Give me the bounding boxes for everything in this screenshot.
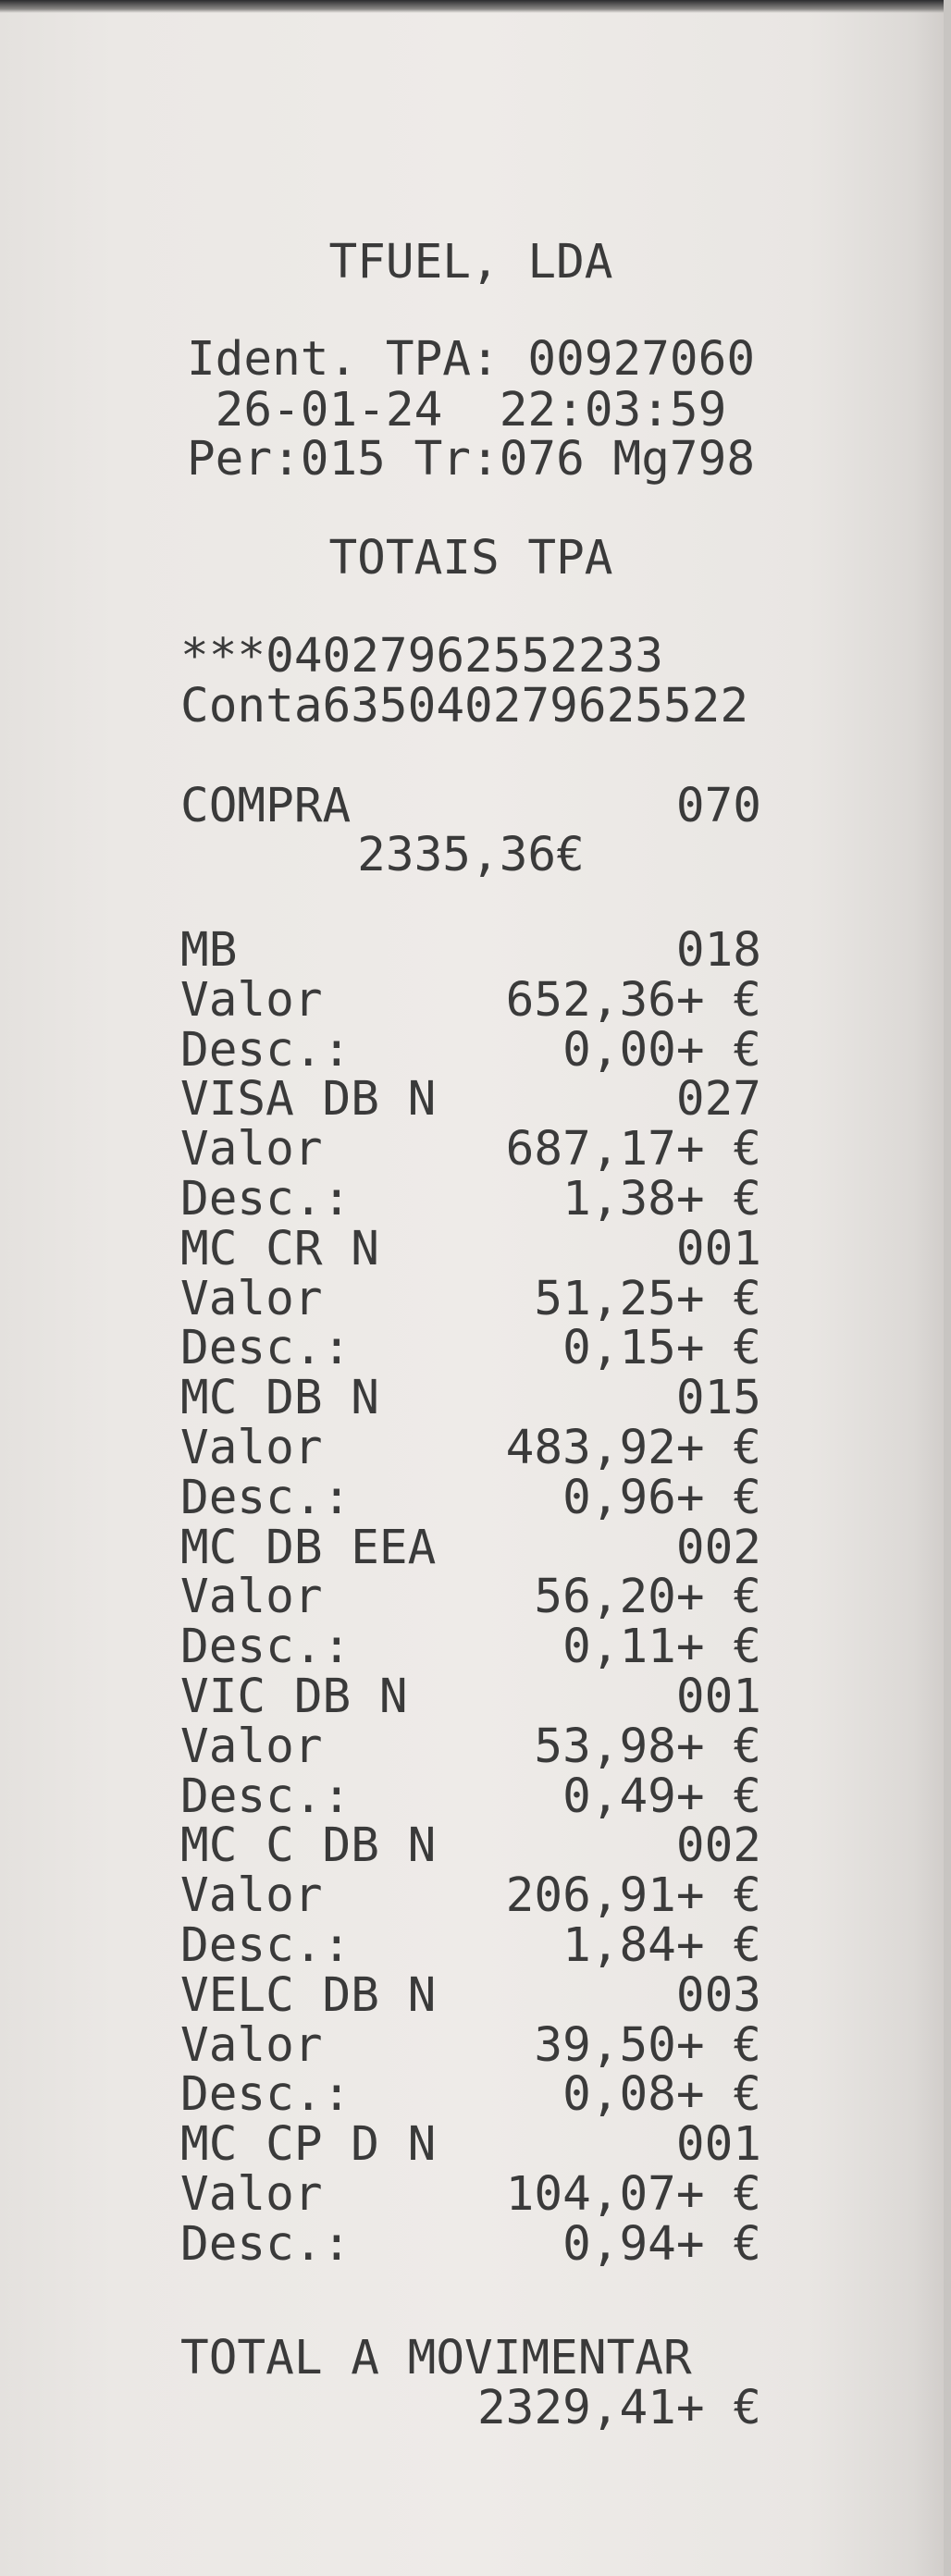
entry-value: 1,84+ € xyxy=(562,1918,761,1973)
entry-label: Valor xyxy=(180,1868,323,1924)
entry-value: 018 xyxy=(675,923,761,978)
account-number: Conta635040279625522 xyxy=(180,679,749,733)
entry-value: 015 xyxy=(675,1371,761,1426)
entry-label: Valor xyxy=(180,1570,323,1625)
entry-label: Desc.: xyxy=(180,1022,352,1078)
entry-value: 206,91+ € xyxy=(505,1868,761,1924)
compra-row: COMPRA 070 xyxy=(180,779,761,833)
entry-valor-row: Valor 51,25+ € xyxy=(180,1271,761,1326)
entry-value: 001 xyxy=(675,1221,761,1276)
entry-valor-row: Valor 56,20+ € xyxy=(180,1572,761,1622)
entry-valor-row: Valor 687,17+ € xyxy=(180,1125,761,1175)
paper-top-edge xyxy=(0,0,951,13)
entry-valor-row: Valor 652,36+ € xyxy=(180,972,761,1028)
compra-amount: 2335,36€ xyxy=(357,828,585,882)
entry-label: Valor xyxy=(180,2167,323,2222)
entry-label: Valor xyxy=(180,1271,323,1326)
entry-value: 0,49+ € xyxy=(562,1769,761,1824)
entry-desc-row: Desc.: 1,84+ € xyxy=(180,1921,761,1971)
entry-value: 0,15+ € xyxy=(562,1321,761,1376)
entry-label: Desc.: xyxy=(180,1620,352,1675)
period-info: Per:015 Tr:076 Mg798 xyxy=(186,432,756,487)
entry-valor-row: Valor 53,98+ € xyxy=(180,1719,761,1774)
entry-label: VISA DB N xyxy=(180,1072,437,1128)
entry-label: MC CP D N xyxy=(180,2117,437,2173)
entry-value: 0,96+ € xyxy=(562,1470,761,1525)
entry-desc-row: Desc.: 0,11+ € xyxy=(180,1622,761,1672)
entry-card-row: MC CR N 001 xyxy=(180,1221,761,1276)
entry-desc-row: Desc.: 0,08+ € xyxy=(180,2070,761,2120)
entry-value: 53,98+ € xyxy=(534,1719,761,1774)
entry-card-row: MC DB EEA 002 xyxy=(180,1520,761,1575)
entry-value: 001 xyxy=(675,1670,761,1724)
entry-desc-row: Desc.: 0,15+ € xyxy=(180,1324,761,1374)
entry-value: 003 xyxy=(675,1967,761,2023)
entry-valor-row: Valor 206,91+ € xyxy=(180,1871,761,1921)
entry-card-row: VELC DB N 003 xyxy=(180,1967,761,2023)
entry-value: 0,11+ € xyxy=(562,1620,761,1675)
entry-label: Valor xyxy=(180,972,323,1028)
entry-desc-row: Desc.: 0,94+ € xyxy=(180,2216,761,2272)
entry-label: Desc.: xyxy=(180,1172,352,1226)
entry-label: MC DB N xyxy=(180,1371,379,1426)
entry-value: 51,25+ € xyxy=(534,1271,761,1326)
entry-label: Desc.: xyxy=(180,1321,352,1376)
entry-card-row: MB 018 xyxy=(180,926,761,976)
entry-value: 39,50+ € xyxy=(534,2017,761,2073)
entry-label: Desc.: xyxy=(180,1470,352,1525)
entry-value: 56,20+ € xyxy=(534,1570,761,1625)
entry-value: 483,92+ € xyxy=(505,1421,761,1475)
entry-value: 002 xyxy=(675,1520,761,1575)
date-time: 26-01-24 22:03:59 xyxy=(215,383,727,438)
entry-valor-row: Valor 39,50+ € xyxy=(180,2017,761,2073)
entry-label: Valor xyxy=(180,2017,323,2073)
entry-label: MC CR N xyxy=(180,1221,379,1276)
entry-label: Valor xyxy=(180,1421,323,1475)
entry-desc-row: Desc.: 1,38+ € xyxy=(180,1175,761,1225)
entry-label: Desc.: xyxy=(180,2216,352,2272)
entry-value: 002 xyxy=(675,1818,761,1874)
entry-value: 0,08+ € xyxy=(562,2067,761,2123)
entry-card-row: VISA DB N 027 xyxy=(180,1075,761,1125)
entry-label: Valor xyxy=(180,1719,323,1774)
paper-right-edge xyxy=(944,0,951,2576)
entry-label: MC DB EEA xyxy=(180,1520,437,1575)
entry-desc-row: Desc.: 0,96+ € xyxy=(180,1473,761,1523)
entry-value: 0,00+ € xyxy=(562,1022,761,1078)
entry-label: Valor xyxy=(180,1122,323,1177)
entry-value: 104,07+ € xyxy=(505,2167,761,2222)
entry-card-row: MC C DB N 002 xyxy=(180,1821,761,1871)
entry-card-row: MC DB N 015 xyxy=(180,1374,761,1424)
entry-desc-row: Desc.: 0,49+ € xyxy=(180,1769,761,1824)
entry-card-row: MC CP D N 001 xyxy=(180,2120,761,2170)
entry-value: 0,94+ € xyxy=(562,2216,761,2272)
entry-label: MC C DB N xyxy=(180,1818,437,1874)
merchant-name: TFUEL, LDA xyxy=(328,235,613,290)
entry-label: VIC DB N xyxy=(180,1670,408,1724)
entry-value: 652,36+ € xyxy=(505,972,761,1028)
entry-label: VELC DB N xyxy=(180,1967,437,2023)
terminal-id: Ident. TPA: 00927060 xyxy=(186,332,756,387)
entry-value: 027 xyxy=(675,1072,761,1128)
entry-value: 687,17+ € xyxy=(505,1122,761,1177)
entry-label: Desc.: xyxy=(180,1769,352,1824)
entry-label: Desc.: xyxy=(180,1918,352,1973)
entry-valor-row: Valor 483,92+ € xyxy=(180,1424,761,1473)
entry-desc-row: Desc.: 0,00+ € xyxy=(180,1022,761,1078)
card-number: ***04027962552233 xyxy=(180,629,663,684)
entry-value: 001 xyxy=(675,2117,761,2173)
total-label: TOTAL A MOVIMENTAR xyxy=(180,2331,692,2385)
receipt-title: TOTAIS TPA xyxy=(328,531,613,585)
entry-value: 1,38+ € xyxy=(562,1172,761,1226)
entry-label: Desc.: xyxy=(180,2067,352,2123)
entry-valor-row: Valor 104,07+ € xyxy=(180,2170,761,2220)
entry-label: MB xyxy=(180,923,238,978)
entry-card-row: VIC DB N 001 xyxy=(180,1672,761,1722)
total-amount: 2329,41+ € xyxy=(476,2381,761,2435)
